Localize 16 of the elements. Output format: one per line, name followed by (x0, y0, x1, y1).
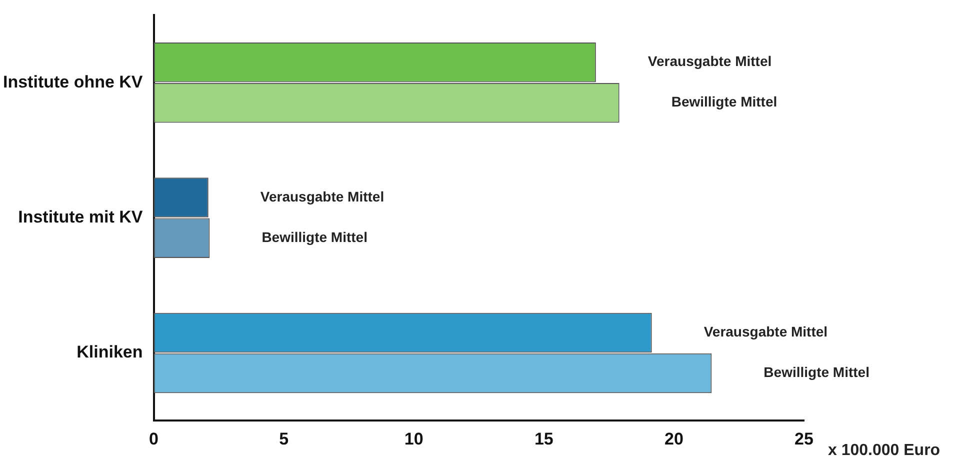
text: Bewilligte Mittel (671, 94, 778, 110)
y-tick-label: Institute mit KV (18, 207, 144, 226)
x-tick-label: 20 (664, 429, 684, 448)
x-tick-label: 10 (404, 429, 424, 448)
text: Bewilligte Mittel (262, 228, 368, 245)
x-tick-label: 0 (149, 429, 159, 448)
text: Verausgabte Mittel (704, 324, 828, 340)
x-tick-label: 15 (534, 429, 554, 448)
text: Verausgabte Mittel (648, 53, 772, 70)
x-tick-label: 25 (794, 429, 814, 448)
text: Bewilligte Mittel (764, 364, 870, 380)
x-tick-label: 5 (279, 429, 289, 448)
x-axis-title: x 100.000 Euro (828, 442, 940, 460)
y-tick-label: Institute ohne KV (2, 72, 144, 92)
y-tick-label: Kliniken (76, 342, 143, 362)
text: Verausgabte Mittel (260, 188, 384, 204)
